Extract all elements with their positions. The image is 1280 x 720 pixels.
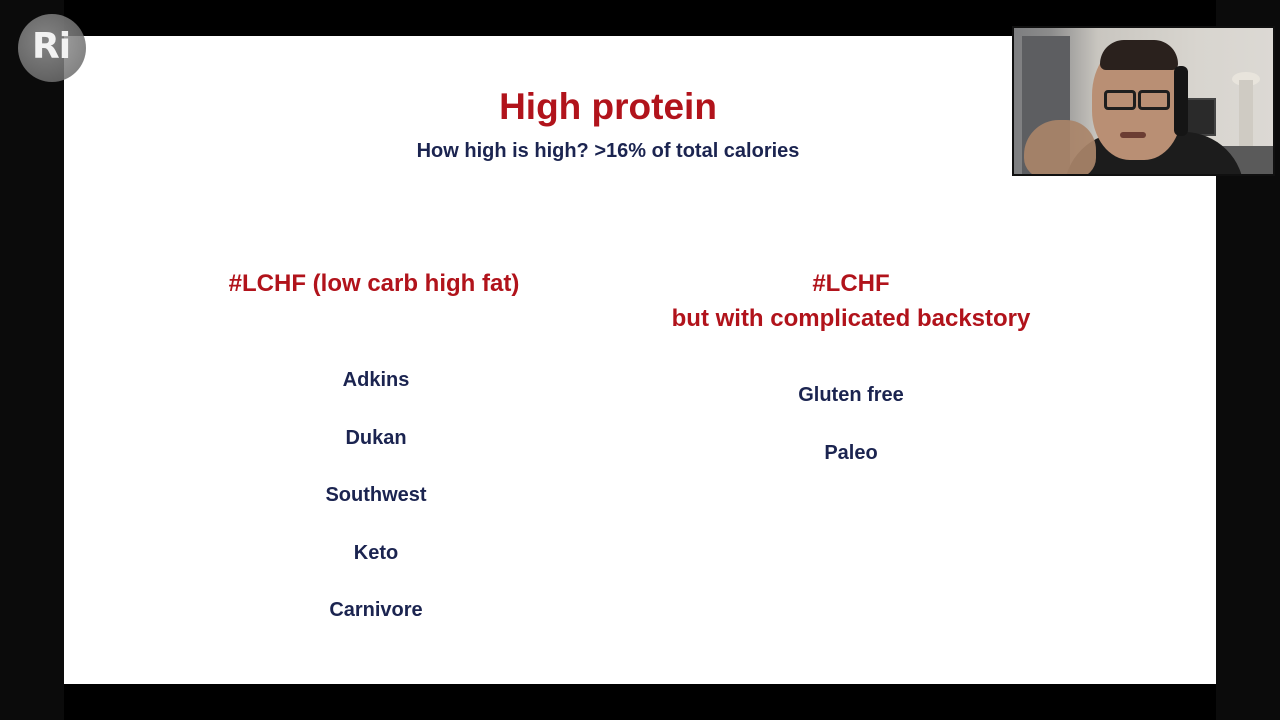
speaker-mouth bbox=[1120, 132, 1146, 138]
list-item: Adkins bbox=[342, 369, 410, 391]
list-item: Keto bbox=[353, 541, 399, 564]
speaker-hand bbox=[1024, 120, 1096, 174]
list-item: Carnivore bbox=[329, 599, 423, 622]
right-column-heading: #LCHF but with complicated backstory bbox=[641, 266, 1061, 336]
right-column-heading-line2: but with complicated backstory bbox=[671, 305, 1031, 332]
list-item: Gluten free bbox=[798, 384, 904, 406]
headset-icon bbox=[1174, 66, 1188, 136]
list-item: Dukan bbox=[345, 426, 407, 449]
speaker-glasses-right bbox=[1138, 90, 1170, 110]
left-diet-list: Adkins Dukan Southwest Keto Carnivore bbox=[226, 369, 526, 657]
ri-logo-text: Ri bbox=[32, 26, 71, 67]
left-column-heading: #LCHF (low carb high fat) bbox=[228, 270, 520, 297]
right-column-heading-line1: #LCHF bbox=[812, 270, 890, 297]
speaker-glasses-left bbox=[1104, 90, 1136, 110]
webcam-wall-picture bbox=[1184, 98, 1216, 136]
speaker-hair bbox=[1100, 40, 1178, 70]
slide-title: High protein bbox=[499, 86, 717, 127]
speaker-webcam-video bbox=[1012, 26, 1275, 176]
right-diet-list: Gluten free Paleo bbox=[701, 384, 1001, 499]
list-item: Paleo bbox=[824, 441, 878, 464]
ri-logo bbox=[18, 14, 86, 82]
slide-subtitle: How high is high? >16% of total calories bbox=[416, 140, 800, 162]
list-item: Southwest bbox=[325, 484, 427, 507]
left-letterbox bbox=[0, 0, 64, 720]
